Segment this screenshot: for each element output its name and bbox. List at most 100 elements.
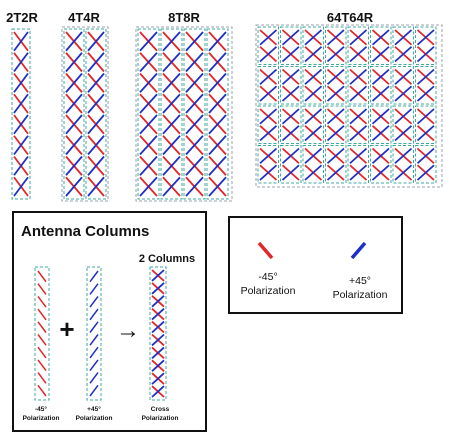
blue-element <box>416 46 435 63</box>
legend-neg45-label-2: Polarization <box>241 285 296 297</box>
blue-element <box>281 68 300 85</box>
blue-element <box>281 29 300 46</box>
blue-element <box>89 270 99 283</box>
antenna-column <box>325 105 347 144</box>
column-cross <box>149 266 167 401</box>
antenna-column <box>302 26 324 65</box>
antenna-column <box>325 26 347 65</box>
antenna-column <box>149 266 167 401</box>
blue-element <box>87 31 105 52</box>
blue-element <box>416 164 435 181</box>
red-element <box>37 384 47 397</box>
blue-element <box>87 176 105 197</box>
antenna-column <box>34 266 50 401</box>
header-2t2r: 2T2R <box>6 10 38 25</box>
antenna-column <box>206 28 229 200</box>
antenna-column <box>347 66 369 105</box>
blue-element <box>208 114 227 135</box>
legend-pos45-label: +45° <box>349 275 371 287</box>
blue-element <box>13 93 29 114</box>
antenna-column <box>160 28 183 200</box>
antenna-column <box>392 66 414 105</box>
header-8t8r: 8T8R <box>168 10 200 25</box>
blue-element <box>162 114 181 135</box>
array-4t4r <box>61 26 109 202</box>
blue-element <box>89 283 99 295</box>
antenna-column <box>370 145 392 184</box>
blue-element <box>139 72 158 93</box>
antenna-column <box>183 28 206 200</box>
blue-element <box>13 31 29 52</box>
blue-element <box>185 114 204 135</box>
blue-element <box>394 164 413 181</box>
blue-element <box>394 147 413 164</box>
two-columns-label: 2 Columns <box>139 253 195 265</box>
array-2t2r <box>11 28 31 200</box>
blue-element <box>416 29 435 46</box>
blue-element <box>87 93 105 114</box>
antenna-column <box>370 26 392 65</box>
blue-element <box>87 155 105 176</box>
blue-element <box>394 85 413 102</box>
antenna-column <box>280 105 302 144</box>
blue-element <box>349 85 368 102</box>
antenna-column <box>415 145 437 184</box>
pos45-label-2: Polarization <box>76 415 113 422</box>
blue-element <box>185 176 204 197</box>
red-element <box>37 346 47 359</box>
antenna-column <box>302 105 324 144</box>
antenna-column <box>302 66 324 105</box>
antenna-column <box>415 66 437 105</box>
antenna-column <box>302 145 324 184</box>
blue-element <box>65 176 83 197</box>
header-64t64r: 64T64R <box>327 10 374 25</box>
blue-element <box>89 372 99 384</box>
blue-element <box>349 164 368 181</box>
legend-pos45-swatch <box>350 241 367 260</box>
blue-element <box>185 155 204 176</box>
array-64t64r <box>255 24 443 188</box>
antenna-columns-panel <box>12 211 207 432</box>
blue-element <box>371 125 390 142</box>
antenna-column <box>11 28 31 200</box>
blue-element <box>89 334 99 346</box>
blue-element <box>326 46 345 63</box>
blue-element <box>151 269 165 282</box>
blue-element <box>13 176 29 197</box>
blue-element <box>208 93 227 114</box>
legend-panel <box>228 216 403 314</box>
neg45-label: -45° <box>35 405 47 413</box>
red-element <box>37 295 47 308</box>
blue-element <box>162 176 181 197</box>
blue-element <box>139 114 158 135</box>
array-group-border <box>255 24 443 188</box>
blue-element <box>151 372 165 385</box>
pos45-label: +45° <box>87 405 101 413</box>
antenna-column <box>63 28 85 200</box>
blue-element <box>349 29 368 46</box>
red-element <box>37 372 47 384</box>
header-4t4r: 4T4R <box>68 10 100 25</box>
blue-element <box>89 308 99 321</box>
blue-element <box>151 282 165 295</box>
blue-element <box>65 72 83 93</box>
blue-element <box>326 68 345 85</box>
blue-element <box>304 125 323 142</box>
blue-element <box>208 155 227 176</box>
blue-element <box>394 108 413 125</box>
blue-element <box>89 295 99 308</box>
antenna-column <box>280 145 302 184</box>
antenna-column <box>280 26 302 65</box>
blue-element <box>259 68 278 85</box>
blue-element <box>281 85 300 102</box>
blue-element <box>259 164 278 181</box>
blue-element <box>208 52 227 73</box>
column-neg45 <box>34 266 50 401</box>
blue-element <box>162 72 181 93</box>
blue-element <box>185 72 204 93</box>
blue-element <box>65 155 83 176</box>
antenna-column <box>347 145 369 184</box>
blue-element <box>326 85 345 102</box>
antenna-column <box>370 66 392 105</box>
array-group-border <box>135 26 233 202</box>
